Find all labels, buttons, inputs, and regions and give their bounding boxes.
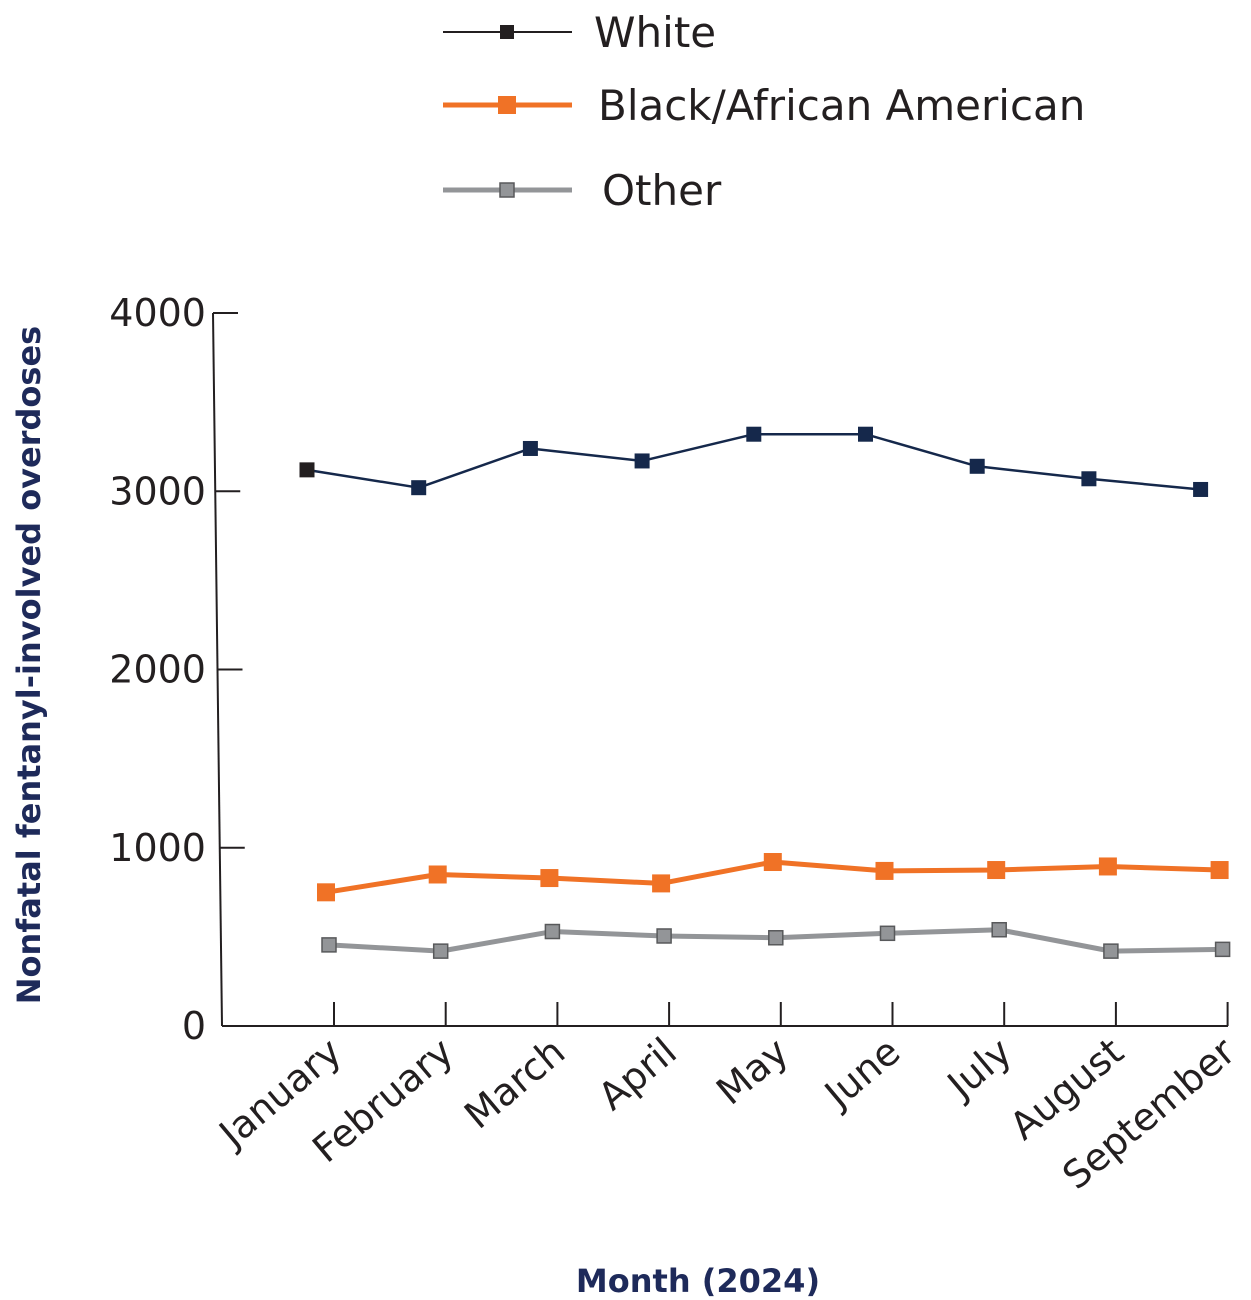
data-point — [858, 426, 873, 442]
data-point — [544, 923, 561, 940]
series-black-african-american — [317, 853, 1229, 902]
x-tick-label: March — [456, 1029, 573, 1137]
data-point — [540, 869, 559, 888]
data-point — [634, 453, 650, 469]
data-point — [299, 462, 315, 478]
x-tick-label: May — [708, 1029, 796, 1113]
legend-item-white: White — [443, 8, 716, 57]
legend-marker — [499, 182, 515, 198]
data-point — [746, 426, 762, 442]
data-point — [321, 937, 337, 953]
legend-marker — [500, 25, 514, 39]
data-point — [1103, 943, 1119, 959]
y-tick-label: 0 — [182, 1004, 206, 1048]
legend-item-other: Other — [443, 166, 722, 215]
legend-label: White — [594, 8, 716, 57]
data-point — [522, 440, 538, 456]
legend-item-black-african-american: Black/African American — [443, 81, 1085, 130]
data-point — [875, 861, 894, 880]
legend-label: Black/African American — [598, 81, 1085, 130]
data-point — [428, 865, 447, 884]
legend-label: Other — [602, 166, 722, 215]
y-tick-label: 4000 — [109, 291, 206, 335]
y-ticks: 0 1000 2000 3000 4000 — [109, 291, 247, 1048]
y-tick-label: 1000 — [109, 826, 206, 870]
series-group — [299, 426, 1231, 959]
x-axis-title: Month (2024) — [576, 1262, 820, 1300]
data-point — [768, 930, 784, 946]
data-point — [1210, 861, 1229, 880]
data-point — [1193, 481, 1209, 497]
data-point — [1098, 857, 1117, 876]
x-tick-label: April — [590, 1029, 685, 1119]
y-tick-label: 3000 — [109, 469, 206, 513]
data-point — [317, 883, 335, 902]
data-point — [656, 928, 672, 944]
y-tick-label: 2000 — [109, 648, 206, 692]
data-point — [1214, 941, 1231, 958]
data-point — [411, 480, 427, 496]
data-point — [969, 458, 985, 474]
data-point — [987, 861, 1006, 880]
series-line — [306, 432, 1201, 491]
x-tick-label: June — [815, 1029, 908, 1117]
data-point — [991, 921, 1007, 938]
y-axis-title: Nonfatal fentanyl-involved overdoses — [10, 326, 48, 1004]
data-point — [652, 874, 671, 893]
legend-marker — [498, 96, 516, 114]
series-white — [299, 426, 1209, 497]
data-point — [432, 943, 449, 959]
legend: White Black/African American Other — [443, 8, 1085, 215]
series-other — [321, 921, 1231, 959]
axes — [212, 312, 1228, 1027]
data-point — [763, 853, 782, 872]
data-point — [879, 925, 896, 942]
x-tick-label: July — [938, 1029, 1020, 1108]
data-point — [1081, 471, 1097, 487]
